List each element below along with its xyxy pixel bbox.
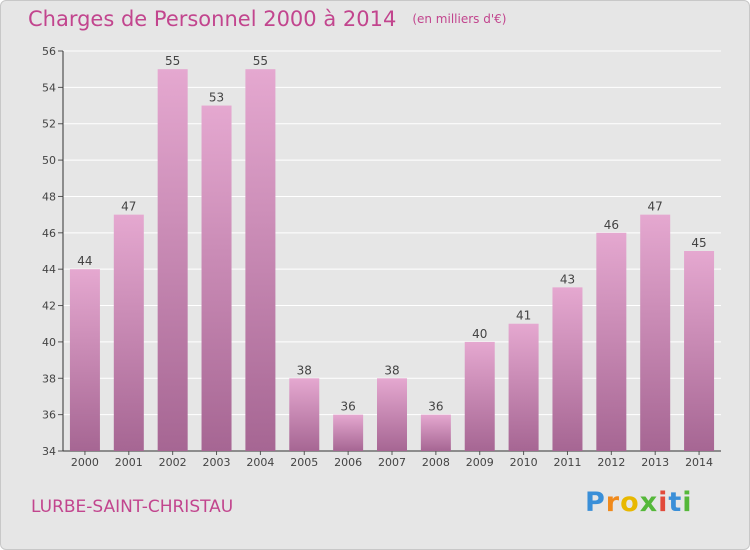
y-tick-label: 40 <box>42 336 56 349</box>
bar <box>508 323 539 451</box>
x-tick-label: 2009 <box>466 456 494 469</box>
bar <box>245 69 276 451</box>
y-tick-label: 52 <box>42 118 56 131</box>
bar <box>684 251 715 451</box>
x-tick-label: 2001 <box>115 456 143 469</box>
bar <box>333 414 364 451</box>
y-tick-label: 46 <box>42 227 56 240</box>
bar <box>464 341 495 451</box>
x-tick-label: 2013 <box>641 456 669 469</box>
x-tick-label: 2011 <box>553 456 581 469</box>
bar-value-label: 40 <box>472 327 487 341</box>
bar <box>377 378 407 451</box>
chart-title-unit: (en milliers d'€) <box>412 12 507 26</box>
bar <box>552 287 583 451</box>
y-tick-label: 56 <box>42 45 56 58</box>
bar-value-label: 46 <box>604 218 619 232</box>
x-tick-label: 2008 <box>422 456 450 469</box>
bar-value-label: 44 <box>77 254 92 268</box>
bar-value-label: 36 <box>428 400 443 414</box>
x-tick-label: 2004 <box>246 456 274 469</box>
bar-value-label: 43 <box>560 272 575 286</box>
bar-value-label: 38 <box>384 363 399 377</box>
y-tick-label: 44 <box>42 263 56 276</box>
x-tick-label: 2003 <box>203 456 231 469</box>
bar-value-label: 36 <box>340 400 355 414</box>
x-tick-label: 2010 <box>510 456 538 469</box>
bar <box>596 232 627 451</box>
bar-value-label: 47 <box>648 200 663 214</box>
y-tick-label: 54 <box>42 81 56 94</box>
bar-value-label: 41 <box>516 309 531 323</box>
bar-value-label: 47 <box>121 200 136 214</box>
bar <box>640 214 671 451</box>
bar-value-label: 55 <box>165 54 180 68</box>
y-tick-label: 50 <box>42 154 56 167</box>
bar-value-label: 38 <box>297 363 312 377</box>
x-tick-label: 2006 <box>334 456 362 469</box>
y-tick-label: 36 <box>42 409 56 422</box>
bar <box>69 269 100 451</box>
proxiti-logo: Proxiti <box>585 487 693 518</box>
x-tick-label: 2005 <box>290 456 318 469</box>
x-tick-label: 2007 <box>378 456 406 469</box>
bar <box>289 378 320 451</box>
chart-title: Charges de Personnel 2000 à 2014 (en mill… <box>28 7 506 31</box>
bar-value-label: 45 <box>691 236 706 250</box>
bar <box>420 414 451 451</box>
bar <box>113 214 144 451</box>
y-tick-label: 48 <box>42 190 56 203</box>
chart-title-main: Charges de Personnel 2000 à 2014 <box>28 7 397 31</box>
value-labels: 44 47 55 53 55 38 36 38 36 40 41 43 46 47 45 <box>77 54 706 413</box>
bar <box>157 69 188 451</box>
commune-name: LURBE-SAINT-CHRISTAU <box>31 497 234 517</box>
y-tick-label: 42 <box>42 300 56 313</box>
bar-value-label: 55 <box>253 54 268 68</box>
y-tick-label: 34 <box>42 445 56 458</box>
x-tick-label: 2014 <box>685 456 713 469</box>
x-tick-label: 2000 <box>71 456 99 469</box>
x-tick-label: 2012 <box>597 456 625 469</box>
bar-value-label: 53 <box>209 91 224 105</box>
x-tick-label: 2002 <box>159 456 187 469</box>
y-tick-label: 38 <box>42 372 56 385</box>
bar <box>201 105 232 451</box>
bars <box>69 69 715 451</box>
